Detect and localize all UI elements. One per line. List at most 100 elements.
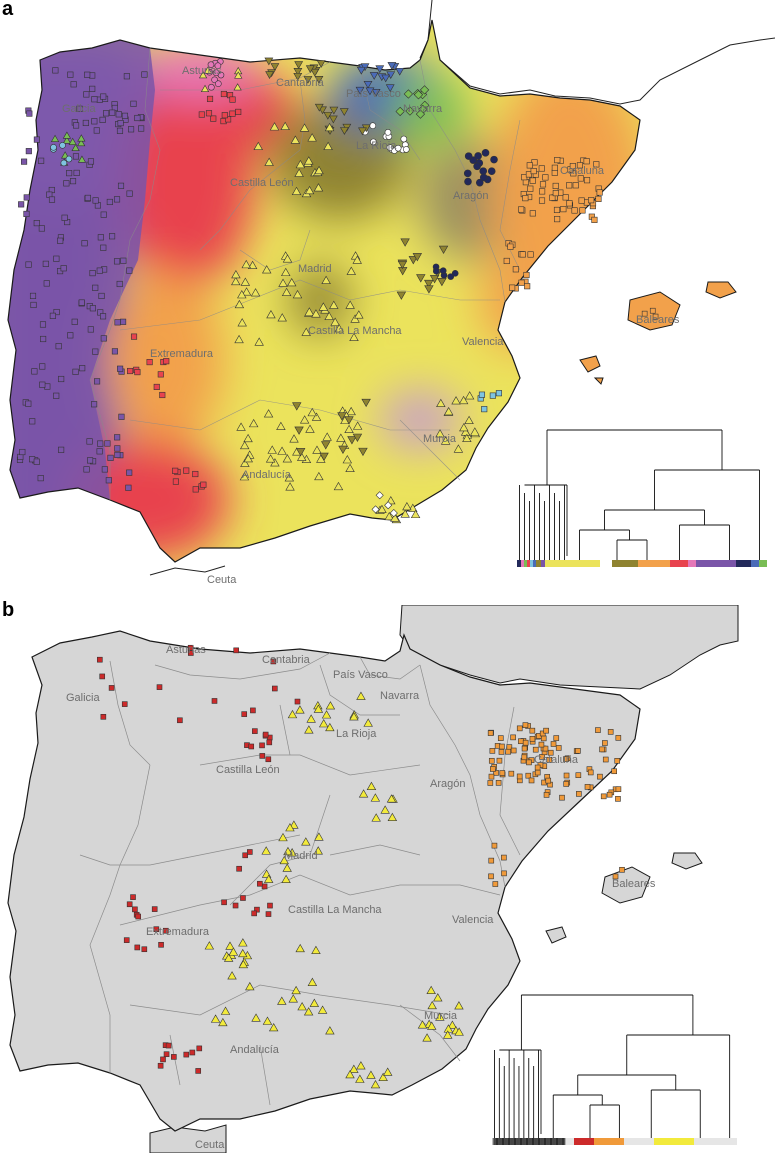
almeria-yellow-marker-b: [370, 1079, 381, 1089]
label-navarra-b: Navarra: [380, 690, 420, 702]
galicia-sample-marker: [138, 125, 145, 132]
andalucia-yellow-marker: [342, 455, 353, 464]
cataluna-orange-marker: [542, 174, 549, 181]
menorca-island: [705, 281, 737, 299]
centre-yellow-marker: [237, 318, 247, 327]
almeria-white-marker: [371, 505, 380, 514]
madrid-red-marker: [221, 899, 227, 906]
portugal-sample-marker: [78, 299, 85, 306]
north-yellow-marker: [304, 725, 314, 734]
portugal-sample-marker: [116, 280, 123, 288]
cataluna-orange-marker: [529, 177, 536, 184]
murcia-yellow-marker: [451, 396, 461, 405]
madrid-yellow-marker: [283, 846, 293, 856]
navarra-green-marker: [395, 106, 405, 117]
andalucia-yellow-marker-b: [325, 1026, 335, 1035]
aragon-olive-marker: [438, 245, 449, 255]
cataluna-orange-marker: [560, 206, 567, 213]
north-yellow-marker: [349, 712, 359, 721]
madrid-red-marker: [267, 902, 273, 909]
label-pais-vasco-b: País Vasco: [333, 669, 388, 681]
dendrogram-cluster-strip: [533, 560, 536, 567]
cataluna-orange-marker: [552, 182, 559, 189]
cataluna-orange-marker-b: [516, 725, 523, 732]
portugal-sample-marker: [60, 265, 67, 272]
cataluna-orange-marker-b: [518, 738, 524, 745]
rioja-white-marker: [384, 129, 392, 136]
cantabria-olive-marker: [270, 63, 280, 71]
asturias-pink-marker: [207, 61, 215, 68]
galicia-sample-marker: [89, 72, 96, 79]
centre-yellow-marker: [247, 260, 258, 269]
centre-yellow-marker: [334, 324, 344, 333]
centre-yellow-marker: [301, 327, 311, 336]
cataluna-orange-marker: [583, 177, 591, 184]
coast-orange-marker-b: [538, 741, 545, 748]
coast-orange-marker-b: [555, 745, 562, 751]
cataluna-orange-marker-b: [499, 743, 505, 750]
panel-a: a: [2, 0, 775, 586]
cataluna-orange-marker-b: [521, 745, 528, 752]
paisvasco-blue-marker: [371, 89, 381, 97]
cataluna-orange-marker: [588, 197, 595, 204]
cataluna-orange-marker: [595, 195, 602, 202]
andalucia-yellow-marker: [305, 424, 315, 433]
andalucia-yellow-marker-b: [311, 945, 321, 954]
murcia-yellow-marker-b: [454, 1001, 464, 1010]
portugal-sample-marker: [25, 261, 32, 268]
cataluna-orange-marker: [566, 182, 573, 189]
portugal-sample-marker: [38, 225, 45, 232]
asturias-yellow-marker: [203, 66, 213, 74]
andalucia-yellow-marker-b: [291, 985, 301, 995]
murcia-yellow-marker: [460, 427, 471, 436]
galicia-sample-marker: [83, 91, 90, 98]
madrid-red-marker: [236, 865, 242, 872]
portugal-sample-marker: [48, 196, 56, 203]
paisvasco-blue-marker: [385, 84, 395, 93]
valencia-orange-marker: [509, 284, 516, 291]
coast-orange-marker-b: [595, 727, 601, 733]
castilla-yellow-marker: [304, 185, 315, 195]
north-yellow-marker: [306, 714, 316, 723]
portugal-sample-marker: [93, 127, 100, 134]
cataluna-orange-marker: [527, 185, 534, 192]
cantabria-olive-marker: [293, 67, 303, 76]
valencia-orange-marker: [524, 283, 531, 290]
portugal-sample-marker: [92, 348, 99, 355]
portugal-sample-marker: [29, 418, 36, 425]
andalucia-yellow-marker: [236, 422, 246, 431]
north-red-marker: [177, 717, 183, 724]
cataluna-orange-marker: [538, 197, 546, 204]
portugal-sample-marker: [87, 326, 94, 333]
cataluna-orange-marker: [554, 216, 561, 223]
portugal-sample-marker: [114, 319, 121, 326]
andalucia-yellow-marker-b: [210, 1014, 221, 1023]
cataluna-orange-marker: [572, 182, 579, 189]
castilla-red-marker: [229, 96, 236, 103]
portugal-sample-marker: [126, 267, 133, 274]
portugal-sample-marker: [53, 308, 60, 316]
navarra-green-marker: [413, 90, 424, 100]
portugal-sample-marker: [125, 484, 132, 491]
cataluna-orange-marker: [554, 157, 561, 164]
portugal-sample-marker: [79, 365, 86, 372]
centre-yellow-marker: [241, 287, 252, 296]
aragon-olive-marker: [408, 256, 419, 265]
extremadura-red-marker-b: [132, 906, 138, 913]
extremadura-red-marker: [146, 359, 153, 366]
cantabria-olive-marker: [294, 61, 304, 70]
north-red-marker: [97, 656, 103, 663]
madrid-red-marker: [257, 880, 263, 887]
almeria-yellow-marker: [390, 513, 400, 522]
cantabria-olive-marker: [293, 72, 303, 81]
portugal-sample-marker: [105, 477, 112, 484]
andalucia-yellow-marker-b: [309, 998, 320, 1007]
madrid-yellow-marker: [285, 823, 295, 832]
portugal-sample-marker: [37, 475, 44, 482]
almeria-yellow-marker: [410, 509, 421, 519]
rioja-white-marker: [386, 144, 394, 151]
portugal-sample-marker: [18, 201, 25, 208]
label-galicia-b: Galicia: [66, 692, 101, 704]
label-baleares-b: Baleares: [612, 878, 656, 890]
cataluna-orange-marker: [566, 200, 573, 207]
